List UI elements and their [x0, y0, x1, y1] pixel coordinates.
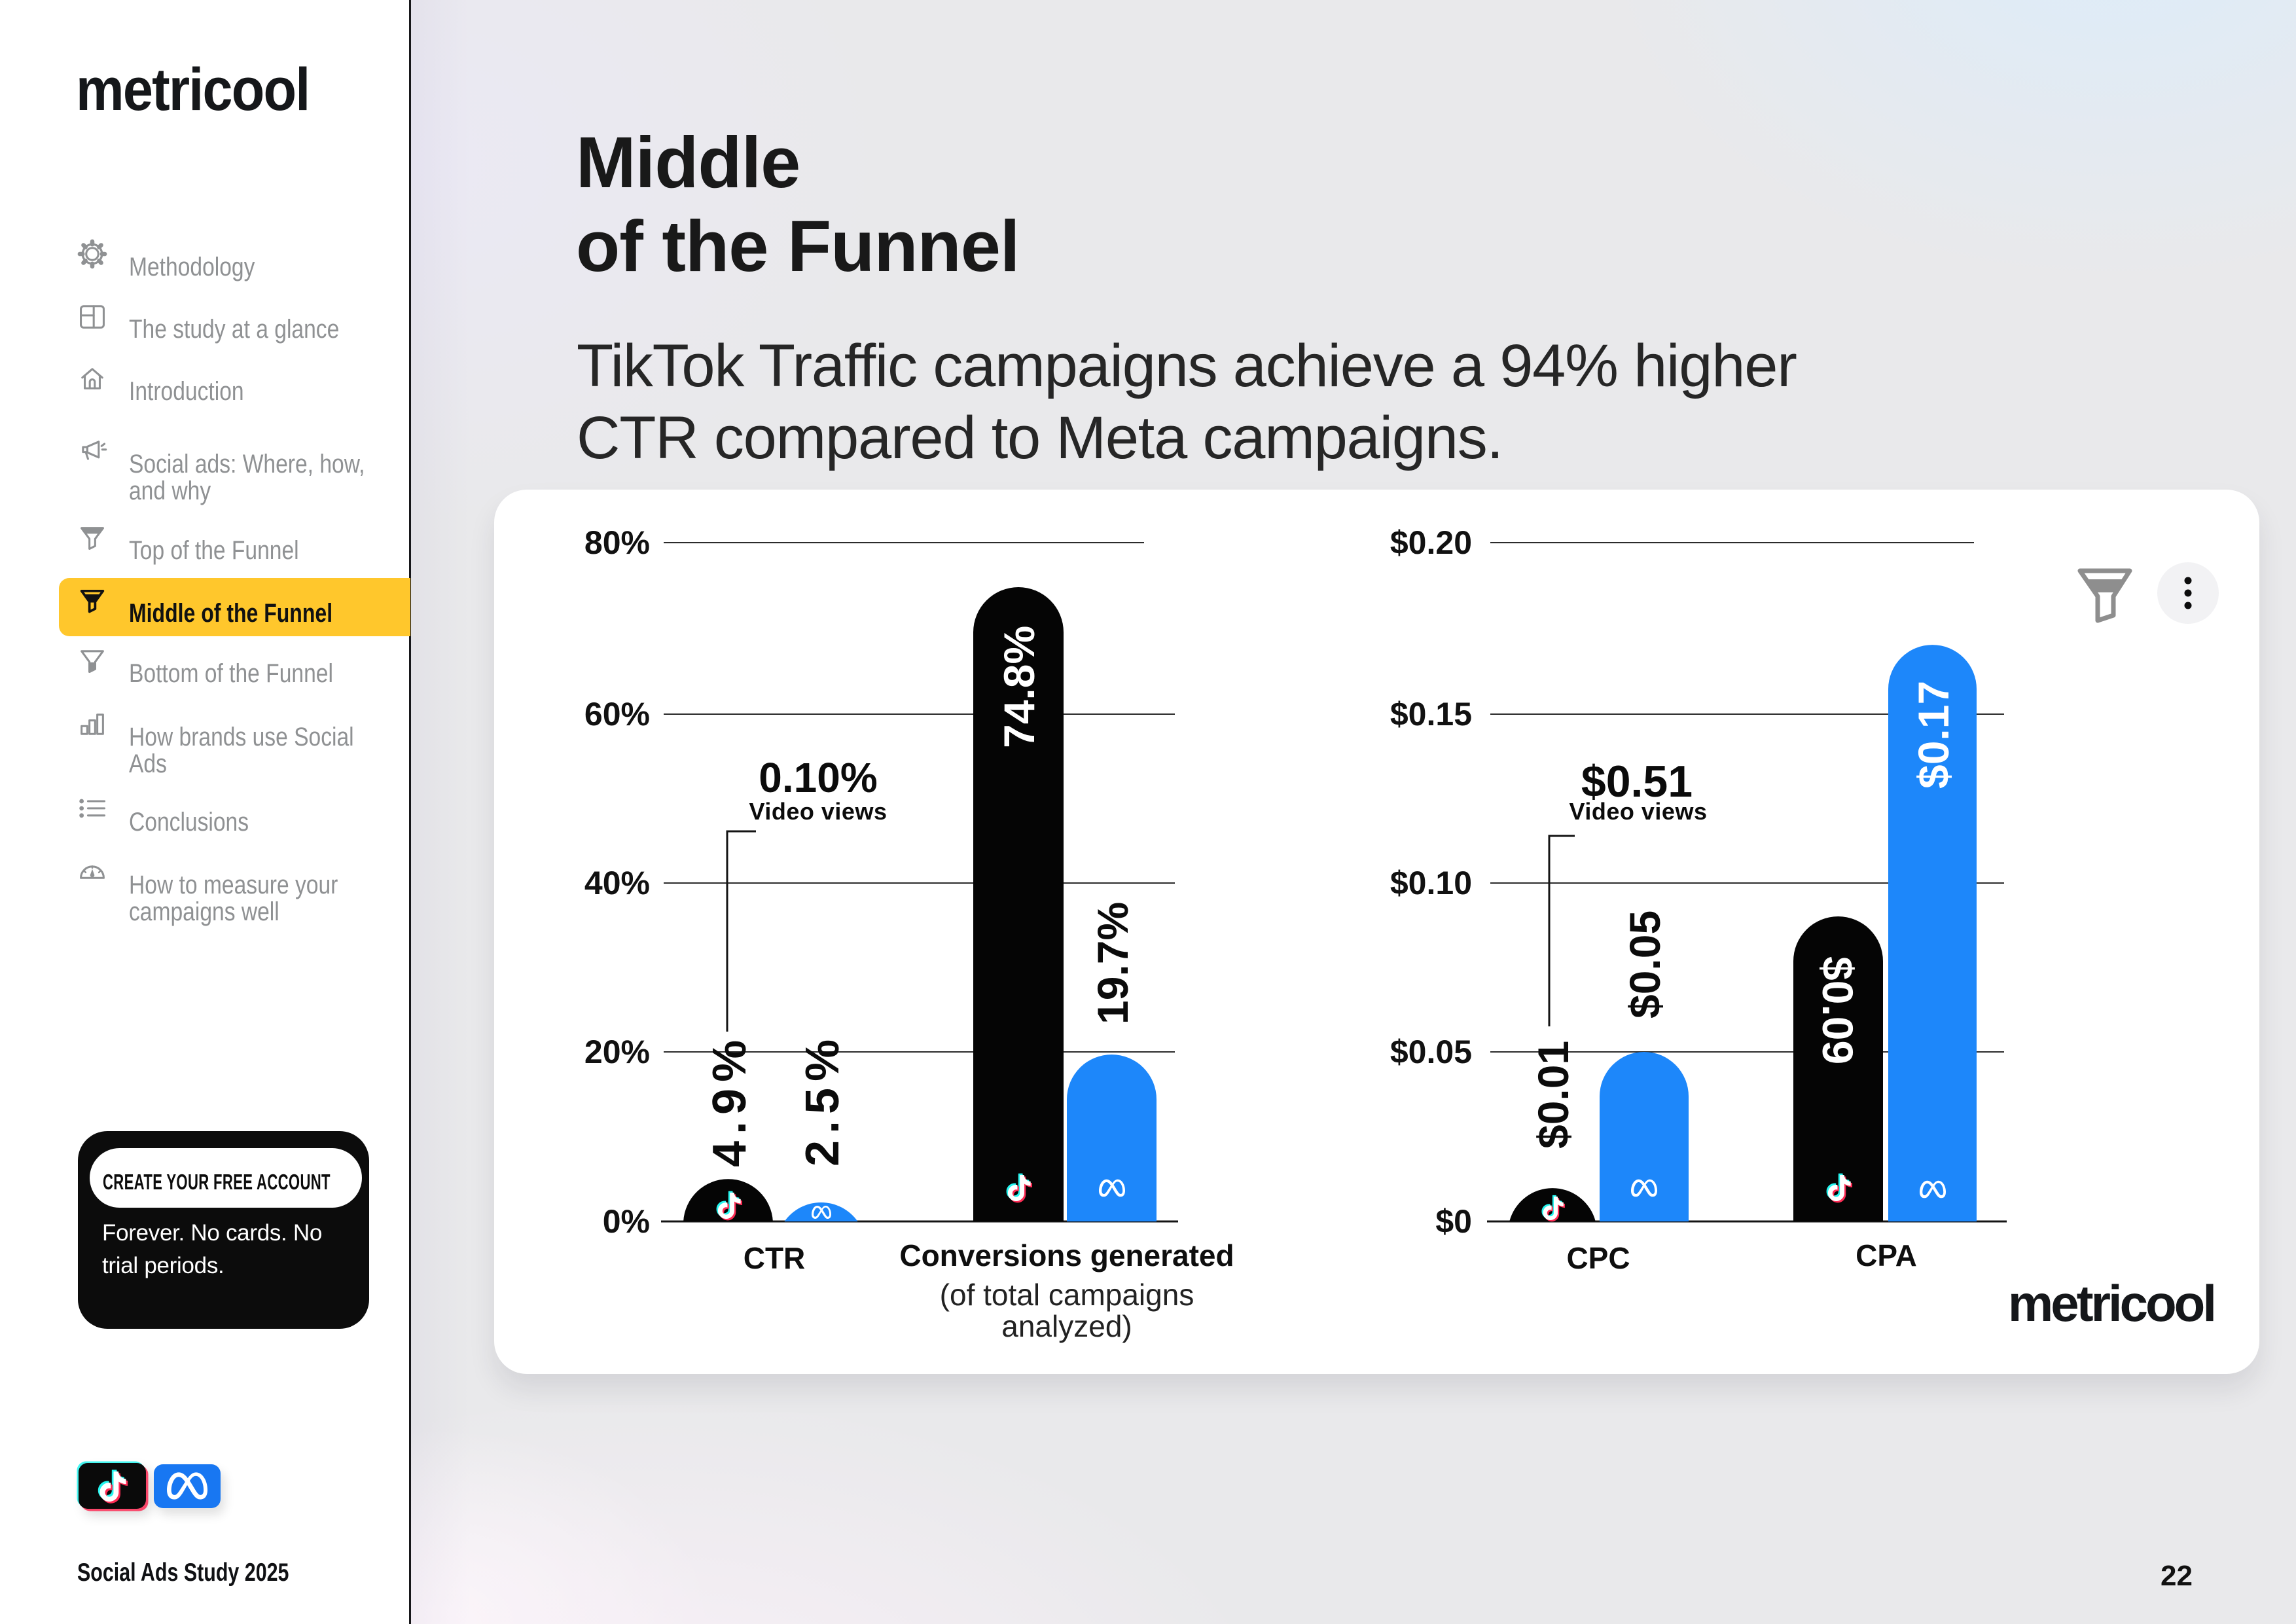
svg-text:20%: 20% [584, 1034, 650, 1070]
svg-text:CTR: CTR [744, 1241, 806, 1275]
svg-text:19.7%: 19.7% [1088, 902, 1137, 1024]
svg-text:0.10%: 0.10% [759, 754, 877, 801]
svg-text:74.8%: 74.8% [995, 626, 1043, 748]
svg-text:analyzed): analyzed) [1001, 1309, 1132, 1343]
svg-text:CPA: CPA [1856, 1238, 1917, 1272]
svg-text:$0.17: $0.17 [1909, 681, 1958, 789]
svg-text:60%: 60% [584, 696, 650, 732]
svg-text:$0.51: $0.51 [1581, 757, 1693, 806]
svg-text:CPC: CPC [1566, 1241, 1630, 1275]
svg-text:$0.10: $0.10 [1390, 865, 1472, 901]
svg-text:$0.09: $0.09 [1814, 956, 1862, 1064]
svg-text:Video views: Video views [1570, 798, 1708, 825]
svg-text:Conversions generated: Conversions generated [899, 1238, 1234, 1272]
svg-text:metricool: metricool [2008, 1274, 2214, 1332]
svg-text:0%: 0% [603, 1203, 650, 1240]
svg-text:$0.15: $0.15 [1390, 696, 1472, 732]
svg-text:$0: $0 [1435, 1203, 1472, 1240]
svg-text:4.9%: 4.9% [704, 1034, 756, 1167]
svg-text:2.5%: 2.5% [797, 1033, 849, 1166]
svg-text:$0.01: $0.01 [1529, 1041, 1577, 1149]
svg-text:Video views: Video views [749, 798, 888, 825]
svg-text:80%: 80% [584, 524, 650, 561]
svg-text:$0.05: $0.05 [1621, 911, 1669, 1019]
svg-text:40%: 40% [584, 865, 650, 901]
svg-text:$0.20: $0.20 [1390, 524, 1472, 561]
svg-text:(of total campaigns: (of total campaigns [940, 1278, 1194, 1312]
svg-text:$0.05: $0.05 [1390, 1034, 1472, 1070]
